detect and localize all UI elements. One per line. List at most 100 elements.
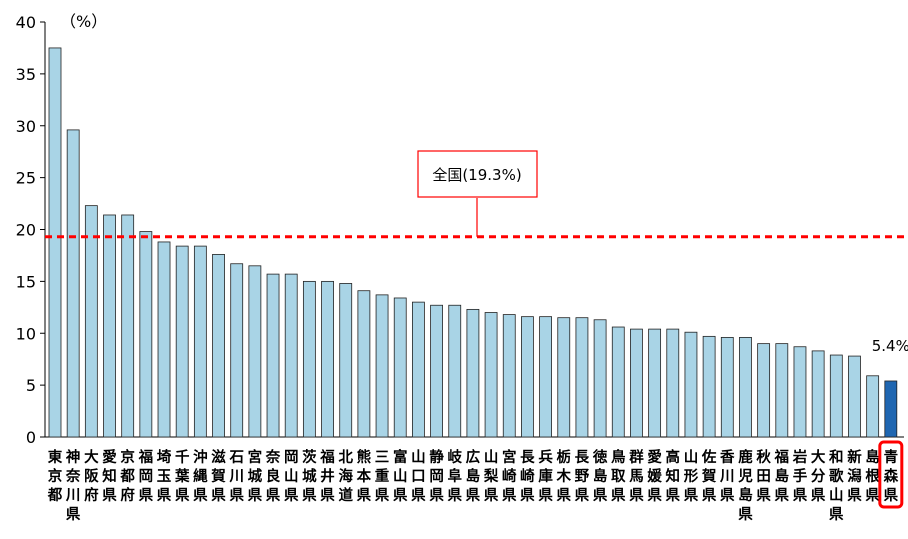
reference-label-box xyxy=(417,150,538,198)
x-tick-label: 福岡県 xyxy=(138,448,154,504)
x-tick-label: 岩手県 xyxy=(792,448,808,504)
bar xyxy=(539,316,552,438)
bar xyxy=(720,336,734,438)
bar xyxy=(84,205,98,438)
x-tick-label: 福島県 xyxy=(774,448,790,504)
bar xyxy=(266,273,280,438)
x-tick-label: 佐賀県 xyxy=(701,448,717,504)
highlight-frame xyxy=(878,440,904,509)
y-tick-label: 40 xyxy=(16,13,36,32)
y-tick-label: 30 xyxy=(16,117,36,136)
bar xyxy=(321,280,334,438)
bar xyxy=(212,253,225,438)
x-tick-label: 山形県 xyxy=(684,449,699,504)
bar xyxy=(157,241,171,438)
y-tick-label: 5 xyxy=(26,376,36,395)
bar xyxy=(811,350,825,438)
bar xyxy=(684,331,698,438)
bar xyxy=(702,335,716,438)
bar xyxy=(393,297,407,438)
x-tick-label: 長野県 xyxy=(575,449,590,504)
x-tick-label: 宮城県 xyxy=(248,448,263,504)
x-tick-label: 栃木県 xyxy=(556,448,572,504)
y-tick-label: 35 xyxy=(16,65,36,84)
x-tick-label: 新潟県 xyxy=(847,448,862,504)
bar xyxy=(484,312,498,438)
x-tick-label: 埼玉県 xyxy=(157,449,172,504)
x-tick-label: 熊本県 xyxy=(357,448,372,504)
x-tick-label: 高知県 xyxy=(666,448,681,504)
bar xyxy=(502,314,516,438)
highlight-value-label: 5.4% xyxy=(872,337,908,355)
x-tick-label: 兵庫県 xyxy=(538,448,553,504)
bar xyxy=(829,354,843,438)
x-tick-label: 島根県 xyxy=(865,448,880,504)
bar xyxy=(230,263,244,438)
y-tick-label: 15 xyxy=(16,272,36,291)
bar xyxy=(139,231,153,438)
bar xyxy=(557,317,571,438)
bar xyxy=(357,290,371,438)
x-tick-label: 岐阜県 xyxy=(447,448,462,504)
x-tick-label: 千葉県 xyxy=(174,449,190,504)
y-axis-unit-label: （%） xyxy=(60,12,107,31)
x-tick-labels: 東京都神奈川県大阪府愛知県京都府福岡県埼玉県千葉県沖縄県滋賀県石川県宮城県奈良県… xyxy=(47,448,899,523)
bar xyxy=(666,328,680,438)
x-tick-label: 長崎県 xyxy=(520,449,535,504)
x-tick-label: 香川県 xyxy=(719,448,735,504)
bar xyxy=(630,328,643,438)
bar xyxy=(793,346,807,438)
bar xyxy=(575,317,589,438)
bar xyxy=(48,47,62,438)
x-tick-label: 京都府 xyxy=(119,448,135,504)
x-tick-label: 北海道 xyxy=(338,449,353,504)
bar xyxy=(648,328,662,438)
x-tick-label: 山口県 xyxy=(411,449,426,504)
x-tick-label: 福井県 xyxy=(319,448,335,504)
x-tick-label: 大阪府 xyxy=(84,448,99,504)
x-tick-label: 静岡県 xyxy=(429,448,444,504)
bar xyxy=(430,304,443,438)
bar xyxy=(739,336,752,438)
x-tick-label: 東京都 xyxy=(47,448,63,504)
bar xyxy=(248,265,262,438)
bar xyxy=(121,214,135,438)
bar xyxy=(284,273,298,438)
x-tick-label: 岡山県 xyxy=(284,449,299,504)
x-tick-label: 広島県 xyxy=(466,448,481,504)
bar xyxy=(302,280,316,438)
x-tick-label: 徳島県 xyxy=(592,448,608,504)
bar xyxy=(66,129,80,438)
bar xyxy=(466,308,480,438)
bar xyxy=(411,301,425,438)
x-tick-label: 愛媛県 xyxy=(646,448,662,504)
x-tick-label: 青森県 xyxy=(884,448,899,504)
bar xyxy=(448,304,462,438)
x-tick-label: 三重県 xyxy=(375,450,390,504)
x-tick-label: 愛知県 xyxy=(102,448,117,504)
x-tick-label: 奈良県 xyxy=(265,448,281,504)
bar xyxy=(757,343,771,438)
x-tick-label: 大分県 xyxy=(811,448,826,504)
x-tick-label: 群馬県 xyxy=(629,448,644,504)
bar xyxy=(175,245,189,438)
bars xyxy=(48,47,898,438)
bar xyxy=(593,319,607,438)
x-tick-label: 鹿児島県 xyxy=(737,448,753,523)
reference-label: 全国(19.3%) xyxy=(432,166,521,184)
x-tick-label: 鳥取県 xyxy=(611,448,626,504)
bar xyxy=(866,375,880,438)
y-tick-label: 10 xyxy=(16,324,36,343)
bar xyxy=(848,355,861,438)
x-tick-label: 和歌山県 xyxy=(829,449,844,523)
x-tick-label: 秋田県 xyxy=(756,448,771,504)
y-tick-label: 0 xyxy=(26,428,36,447)
x-tick-label: 沖縄県 xyxy=(193,448,208,504)
x-tick-label: 茨城県 xyxy=(302,449,317,504)
y-tick-label: 20 xyxy=(16,221,36,240)
bar xyxy=(193,245,207,438)
annotations: 5.4% 全国(19.3%) xyxy=(45,150,908,509)
bar xyxy=(611,326,625,438)
bar xyxy=(521,316,534,438)
